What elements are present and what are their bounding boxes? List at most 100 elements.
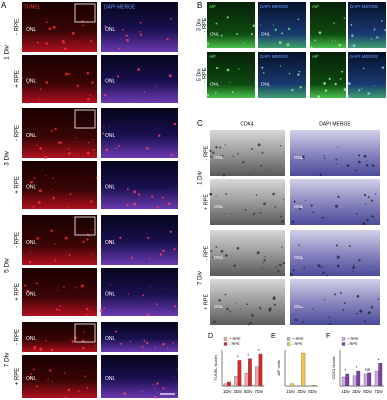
speckle — [222, 173, 226, 177]
row-label: - RPE — [203, 145, 209, 160]
onl-label: ONL — [214, 204, 224, 209]
micrograph — [290, 230, 380, 276]
speckle — [303, 266, 306, 269]
panel-label: D — [208, 333, 213, 340]
row-label: + RPE — [15, 70, 21, 88]
speckle — [39, 147, 42, 150]
speckle — [27, 82, 29, 84]
speckle — [92, 148, 95, 151]
speckle — [367, 311, 371, 315]
speckle — [352, 271, 354, 273]
bar — [341, 376, 346, 387]
panel-label: C — [197, 119, 203, 128]
speckle — [158, 134, 161, 137]
speckle — [334, 82, 337, 86]
speckle — [30, 251, 32, 253]
speckle — [74, 40, 76, 42]
speckle — [126, 188, 129, 191]
micrograph — [101, 161, 178, 209]
onl-label: ONL — [294, 255, 304, 260]
speckle — [39, 98, 41, 100]
bar — [234, 376, 238, 387]
speckle — [314, 39, 316, 42]
significance-label: * — [345, 368, 347, 373]
bar — [237, 360, 242, 387]
column-header: AIF — [209, 54, 216, 59]
speckle — [37, 201, 41, 205]
speckle — [215, 91, 217, 94]
x-tick-label: 3Div — [352, 389, 361, 394]
row-label: + RPE — [15, 283, 21, 301]
speckle — [114, 330, 118, 333]
row-label: 5 Div — [4, 257, 11, 273]
speckle — [260, 24, 262, 26]
speckle — [367, 92, 371, 95]
speckle — [321, 216, 324, 219]
speckle — [82, 346, 85, 350]
speckle — [254, 82, 256, 84]
legend-label: - RPE — [292, 341, 303, 346]
column-header: DAPI MERGE — [260, 54, 288, 59]
speckle — [366, 218, 369, 222]
speckle — [32, 205, 35, 208]
speckle — [337, 195, 340, 198]
speckle — [64, 372, 66, 374]
column-header: DAPI MERGE — [104, 4, 136, 10]
speckle — [302, 155, 305, 159]
speckle — [290, 161, 292, 163]
speckle — [65, 72, 68, 76]
speckle — [86, 238, 89, 241]
row-label: TUNEL Nuclei — [213, 355, 218, 380]
speckle — [355, 169, 358, 172]
speckle — [243, 42, 246, 44]
speckle — [236, 33, 239, 36]
speckle — [69, 193, 72, 196]
speckle — [145, 146, 149, 150]
column-header: AIF — [312, 4, 319, 9]
speckle — [338, 43, 341, 47]
speckle — [156, 382, 159, 385]
speckle — [233, 264, 237, 268]
speckle — [146, 341, 149, 345]
bar — [352, 375, 357, 387]
onl-label: ONL — [105, 185, 116, 191]
column-header: DAPI MERGE — [350, 54, 378, 59]
row-label: 7 Div — [198, 271, 204, 285]
speckle — [156, 206, 160, 209]
speckle — [146, 313, 150, 317]
speckle — [369, 266, 371, 268]
speckle — [68, 152, 71, 155]
onl-label: ONL — [26, 133, 37, 139]
speckle — [54, 127, 57, 130]
micrograph — [348, 2, 386, 48]
speckle — [173, 122, 177, 126]
speckle — [371, 164, 374, 167]
speckle — [105, 148, 109, 152]
speckle — [92, 253, 94, 256]
speckle — [275, 266, 277, 268]
speckle — [67, 388, 71, 392]
speckle — [291, 220, 295, 223]
speckle — [278, 41, 282, 45]
speckle — [289, 273, 293, 277]
speckle — [260, 164, 263, 167]
speckle — [211, 256, 214, 259]
speckle — [283, 198, 285, 200]
onl-label: ONL — [294, 204, 304, 209]
speckle — [119, 342, 122, 345]
speckle — [76, 84, 79, 88]
speckle — [58, 309, 61, 311]
speckle — [35, 282, 38, 285]
speckle — [125, 34, 128, 37]
panel-label: A — [1, 1, 7, 10]
significance-label: * — [247, 353, 249, 358]
speckle — [88, 235, 91, 237]
speckle — [280, 246, 283, 248]
speckle — [259, 211, 262, 214]
speckle — [240, 308, 242, 310]
speckle — [93, 344, 96, 347]
row-label: + RPE — [15, 368, 21, 386]
speckle — [286, 43, 290, 47]
onl-label: ONL — [26, 27, 37, 33]
speckle — [74, 336, 77, 340]
